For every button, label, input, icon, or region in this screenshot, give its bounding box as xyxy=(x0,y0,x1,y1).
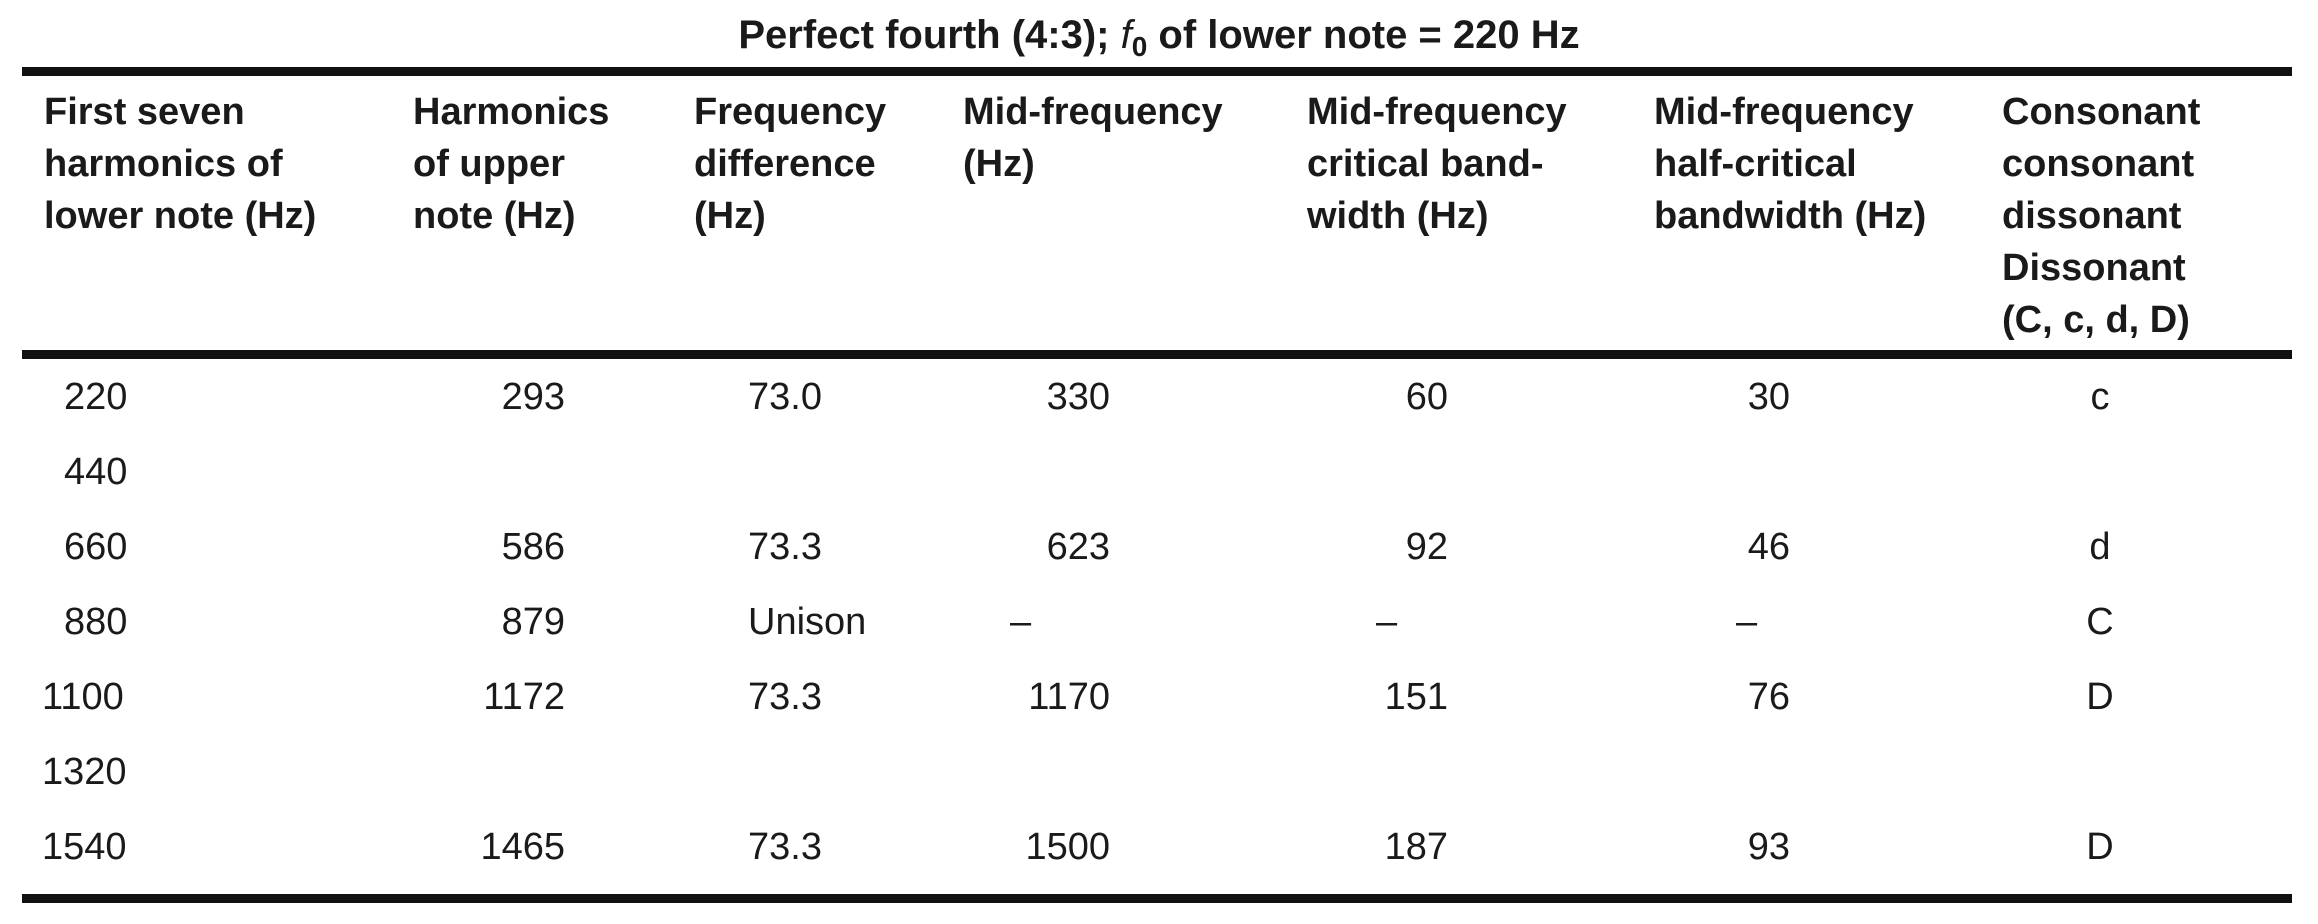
cell-difference: 73.3 xyxy=(748,826,822,868)
bottom-rule xyxy=(22,894,2292,903)
table-row: 1100 1172 73.3 1170 151 76 D xyxy=(0,660,2318,735)
top-rule xyxy=(22,67,2292,76)
title-f-subscript: 0 xyxy=(1131,31,1148,62)
cell-critical-bandwidth: – xyxy=(1376,601,1398,643)
cell-difference: Unison xyxy=(748,601,867,643)
table-row: 220 293 73.0 330 60 30 c xyxy=(0,360,2318,435)
cell-critical-bandwidth: 187 xyxy=(1384,826,1448,868)
title-prefix: Perfect fourth (4:3); xyxy=(738,13,1121,57)
header-consonance-class: Consonant consonant dissonant Dissonant … xyxy=(2002,91,2201,341)
cell-upper: 293 xyxy=(501,376,565,418)
cell-lower: 440 xyxy=(64,451,128,493)
cell-mid-frequency: 623 xyxy=(1046,526,1110,568)
cell-half-critical-bandwidth: – xyxy=(1736,601,1758,643)
cell-critical-bandwidth: 60 xyxy=(1405,376,1448,418)
table-row: 880 879 Unison – – – C xyxy=(0,585,2318,660)
table-body: 220 293 73.0 330 60 30 c 440 660 586 73.… xyxy=(0,360,2318,890)
header-frequency-difference: Frequency difference (Hz) xyxy=(694,91,887,237)
cell-half-critical-bandwidth: 46 xyxy=(1747,526,1790,568)
table-row: 1540 1465 73.3 1500 187 93 D xyxy=(0,810,2318,885)
header-critical-bandwidth: Mid-frequency critical band- width (Hz) xyxy=(1307,91,1567,237)
cell-consonance-class: D xyxy=(2086,826,2114,868)
cell-difference: 73.3 xyxy=(748,526,822,568)
table-row: 1320 xyxy=(0,735,2318,810)
title-f-symbol: f xyxy=(1120,13,1132,57)
cell-mid-frequency: 1170 xyxy=(1028,676,1110,718)
cell-lower: 1540 xyxy=(42,826,127,868)
table-row: 660 586 73.3 623 92 46 d xyxy=(0,510,2318,585)
cell-lower: 1100 xyxy=(42,676,124,718)
cell-consonance-class: D xyxy=(2086,676,2114,718)
table-header-row: First seven harmonics of lower note (Hz)… xyxy=(0,86,2318,348)
cell-mid-frequency: 330 xyxy=(1046,376,1110,418)
cell-mid-frequency: – xyxy=(1010,601,1032,643)
cell-consonance-class: c xyxy=(2090,376,2110,418)
table-row: 440 xyxy=(0,435,2318,510)
cell-upper: 1172 xyxy=(483,676,565,718)
cell-critical-bandwidth: 151 xyxy=(1384,676,1448,718)
cell-lower: 660 xyxy=(64,526,128,568)
cell-upper: 879 xyxy=(501,601,565,643)
cell-lower: 220 xyxy=(64,376,128,418)
cell-lower: 880 xyxy=(64,601,128,643)
cell-half-critical-bandwidth: 76 xyxy=(1747,676,1790,718)
table-title: Perfect fourth (4:3); f0 of lower note =… xyxy=(0,10,2318,62)
cell-half-critical-bandwidth: 30 xyxy=(1747,376,1790,418)
header-lower-harmonics: First seven harmonics of lower note (Hz) xyxy=(44,91,317,237)
header-upper-harmonics: Harmonics of upper note (Hz) xyxy=(413,91,610,237)
header-mid-frequency: Mid-frequency (Hz) xyxy=(963,91,1223,185)
cell-difference: 73.0 xyxy=(748,376,822,418)
cell-consonance-class: C xyxy=(2086,601,2114,643)
cell-critical-bandwidth: 92 xyxy=(1405,526,1448,568)
cell-upper: 1465 xyxy=(480,826,565,868)
cell-consonance-class: d xyxy=(2089,526,2111,568)
title-suffix: of lower note = 220 Hz xyxy=(1147,13,1580,57)
cell-difference: 73.3 xyxy=(748,676,822,718)
cell-lower: 1320 xyxy=(42,751,127,793)
header-rule xyxy=(22,350,2292,359)
header-half-critical-bandwidth: Mid-frequency half-critical bandwidth (H… xyxy=(1654,91,1927,237)
cell-half-critical-bandwidth: 93 xyxy=(1747,826,1790,868)
cell-upper: 586 xyxy=(501,526,565,568)
cell-mid-frequency: 1500 xyxy=(1025,826,1110,868)
